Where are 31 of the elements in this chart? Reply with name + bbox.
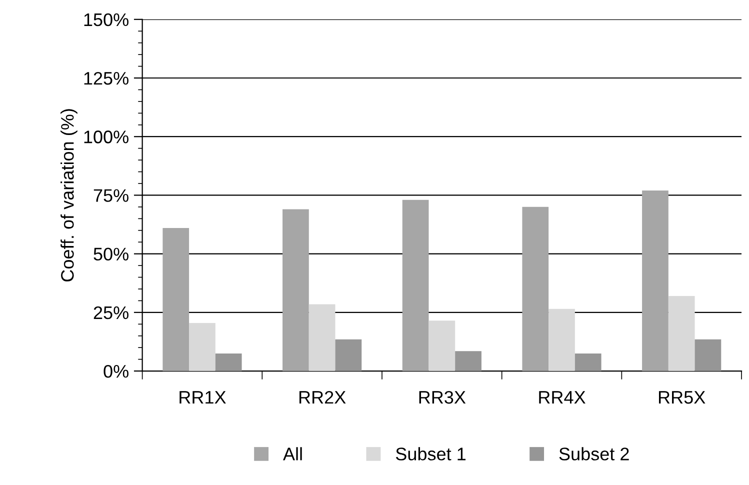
bar (668, 296, 695, 372)
y-tick-label: 75% (94, 189, 128, 202)
bar (335, 339, 362, 372)
bar (162, 228, 190, 372)
y-tick-label: 150% (84, 13, 128, 26)
y-tick-label: 25% (94, 306, 128, 320)
bar (642, 190, 668, 372)
legend-label: All (283, 447, 302, 460)
bar (522, 206, 549, 372)
y-axis-title: Coeff. of variation (%) (60, 109, 78, 282)
x-tick-label: RR1X (180, 391, 226, 404)
bar (548, 308, 575, 372)
legend-label: Subset 1 (396, 447, 466, 460)
bar (574, 353, 602, 372)
x-tick-label: RR5X (658, 391, 706, 404)
legend-label: Subset 2 (559, 447, 629, 460)
bar (282, 209, 309, 372)
bar (189, 322, 216, 372)
bar (694, 339, 722, 372)
bar (402, 200, 429, 372)
x-tick-label: RR4X (539, 391, 586, 404)
y-tick-label: 125% (84, 72, 128, 85)
y-tick-label: 100% (84, 130, 128, 144)
x-tick-label: RR2X (299, 390, 346, 404)
y-tick-label: 50% (94, 248, 128, 261)
y-tick-label: 0% (104, 364, 128, 378)
bar (455, 351, 482, 372)
x-tick-label: RR3X (419, 390, 466, 404)
bar (428, 320, 456, 372)
bar (215, 353, 242, 372)
bar (308, 304, 336, 372)
